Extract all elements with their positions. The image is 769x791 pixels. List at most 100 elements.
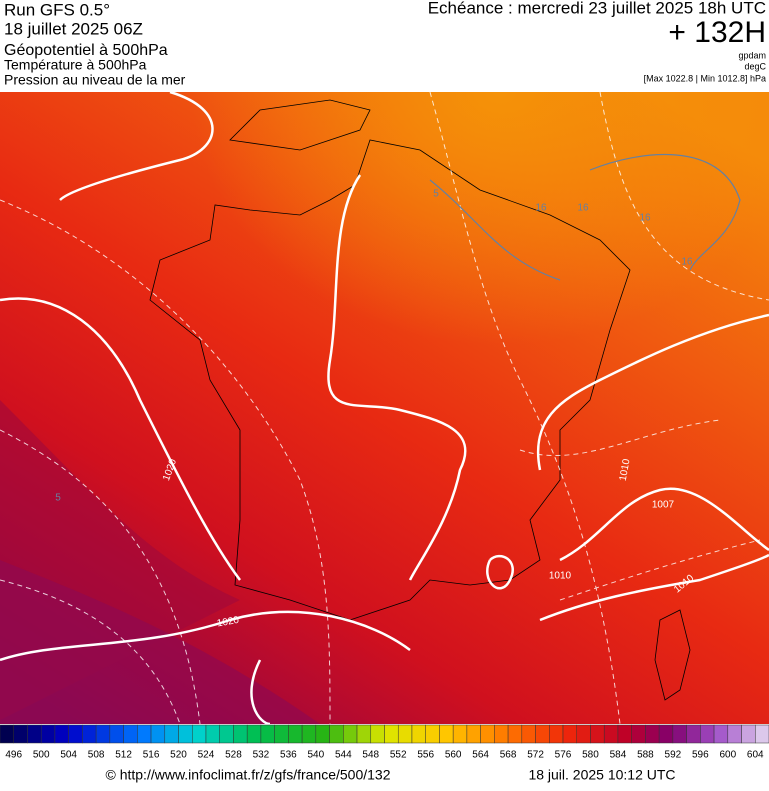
range-label: [Max 1022.8 | Min 1012.8] hPa (644, 73, 766, 83)
scale-label: 552 (390, 750, 407, 761)
contour-label: 5 (55, 493, 61, 504)
scale-swatch (576, 724, 591, 744)
contour-label: 16 (577, 203, 589, 214)
scale-label: 564 (472, 750, 489, 761)
header: Run GFS 0.5° 18 juillet 2025 06Z Géopote… (4, 0, 767, 88)
scale-swatch (727, 724, 742, 744)
scale-swatch (27, 724, 42, 744)
contour-label: 1010 (549, 571, 572, 582)
scale-label: 604 (747, 750, 764, 761)
scale-label: 520 (170, 750, 187, 761)
scale-label: 496 (5, 750, 22, 761)
scale-swatch (425, 724, 440, 744)
scale-swatch (562, 724, 578, 744)
scale-swatch (246, 724, 262, 744)
scale-label: 504 (60, 750, 77, 761)
scale-swatch (480, 724, 495, 744)
scale-label: 548 (362, 750, 379, 761)
scale-swatch (494, 724, 509, 744)
scale-label: 524 (198, 750, 215, 761)
scale-label: 568 (500, 750, 517, 761)
scale-swatch (617, 724, 632, 744)
scale-swatch (713, 724, 729, 744)
scale-swatch (301, 724, 317, 744)
scale-label: 528 (225, 750, 242, 761)
unit-label: degC (744, 61, 766, 71)
contour-label: 1010 (618, 458, 633, 482)
scale-label: 600 (719, 750, 736, 761)
scale-swatch (397, 724, 413, 744)
scale-swatch (384, 724, 399, 744)
scale-swatch (315, 724, 330, 744)
scale-swatch (672, 724, 687, 744)
field-label: Géopotentiel à 500hPa (4, 42, 168, 59)
scale-swatch (219, 724, 234, 744)
scale-swatch (54, 724, 69, 744)
scale-swatch (741, 724, 756, 744)
scale-swatch (137, 724, 152, 744)
scale-swatch (343, 724, 358, 744)
color-scale: 496 500 504 508 512 516 520 524 528 532 536 540 544 5… (0, 724, 769, 761)
scale-label: 532 (253, 750, 270, 761)
scale-swatch (686, 724, 701, 744)
scale-swatch (631, 724, 646, 744)
scale-swatch (603, 724, 619, 744)
scale-swatch (109, 724, 124, 744)
lead-time: + 132H (668, 16, 766, 49)
timestamp: 18 juil. 2025 10:12 UTC (528, 767, 675, 783)
scale-swatch (452, 724, 468, 744)
scale-label: 512 (115, 750, 132, 761)
scale-swatch (150, 724, 166, 744)
source-link[interactable]: © http://www.infoclimat.fr/z/gfs/france/… (106, 767, 391, 783)
contour-label: 16 (681, 257, 693, 268)
scale-swatch (590, 724, 605, 744)
scale-swatch (0, 724, 14, 744)
scale-swatch (274, 724, 289, 744)
scale-label: 580 (582, 750, 599, 761)
scale-label: 500 (33, 750, 50, 761)
scale-swatch (658, 724, 674, 744)
scale-label: 576 (555, 750, 572, 761)
scale-swatch (370, 724, 385, 744)
scale-swatch (205, 724, 220, 744)
scale-label: 556 (417, 750, 434, 761)
scale-swatch (521, 724, 536, 744)
scale-swatch (123, 724, 138, 744)
scale-swatch (192, 724, 207, 744)
scale-label: 584 (610, 750, 627, 761)
contour-label: 1020 (216, 615, 240, 630)
contour-label: 16 (535, 203, 547, 214)
scale-swatch (466, 724, 481, 744)
scale-label: 592 (665, 750, 682, 761)
scale-label: 596 (692, 750, 709, 761)
map (0, 90, 769, 726)
forecast-time: Echéance : mercredi 23 juillet 2025 18h … (428, 0, 766, 17)
field-label: Température à 500hPa (4, 57, 147, 73)
scale-swatch (68, 724, 83, 744)
scale-swatch (82, 724, 97, 744)
scale-label: 516 (143, 750, 160, 761)
scale-swatch (755, 724, 769, 744)
scale-label: 588 (637, 750, 654, 761)
scale-swatch (549, 724, 564, 744)
scale-label: 544 (335, 750, 352, 761)
field-label: Pression au niveau de la mer (4, 72, 186, 88)
scale-swatch (439, 724, 454, 744)
scale-label: 572 (527, 750, 544, 761)
scale-swatch (260, 724, 275, 744)
unit-label: gpdam (738, 50, 766, 60)
scale-swatch (645, 724, 660, 744)
scale-swatch (40, 724, 56, 744)
run-label: Run GFS 0.5° (4, 0, 110, 19)
scale-swatch (700, 724, 715, 744)
contour-label: 16 (639, 213, 651, 224)
scale-swatch (535, 724, 550, 744)
scale-swatch (164, 724, 179, 744)
contour-label: 1007 (652, 500, 675, 511)
scale-swatch (95, 724, 111, 744)
scale-swatch (13, 724, 28, 744)
scale-label: 560 (445, 750, 462, 761)
run-date: 18 juillet 2025 06Z (4, 19, 143, 38)
scale-swatch (507, 724, 523, 744)
